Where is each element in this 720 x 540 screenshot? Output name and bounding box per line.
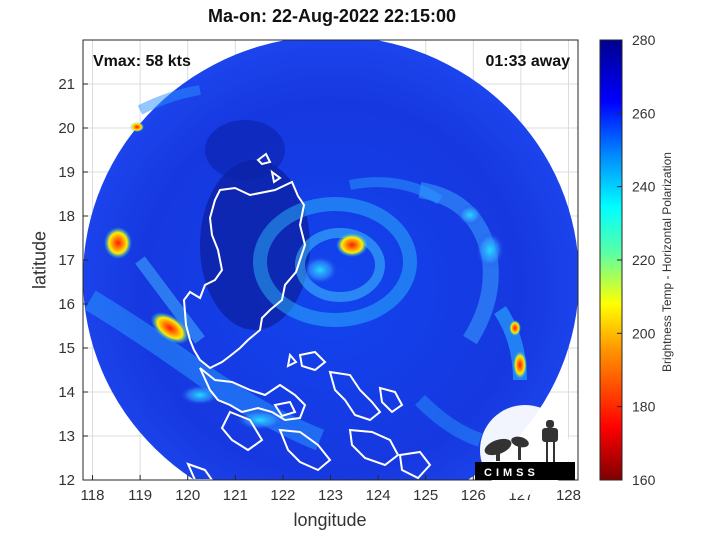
colorbar-tick-label: 180 [632, 399, 656, 415]
y-tick-label: 15 [58, 340, 75, 357]
y-axis-label: latitude [29, 230, 50, 290]
y-tick-label: 21 [58, 76, 75, 93]
colorbar-tick-label: 160 [632, 472, 656, 488]
y-axis-ticks: 12 13 14 15 16 17 18 19 20 21 [58, 76, 88, 489]
time-away-label: 01:33 away [485, 53, 570, 70]
x-tick-label: 124 [366, 487, 391, 504]
colorbar-tick-label: 240 [632, 179, 656, 195]
y-tick-label: 19 [58, 164, 75, 181]
colorbar-tick-label: 280 [632, 32, 656, 48]
x-tick-label: 120 [175, 487, 200, 504]
coastline [182, 152, 432, 480]
x-tick-label: 125 [413, 487, 438, 504]
y-tick-label: 18 [58, 208, 75, 225]
cimss-logo: CIMSS [475, 405, 575, 495]
x-tick-label: 118 [81, 487, 105, 504]
x-tick-label: 121 [223, 487, 248, 504]
y-tick-label: 12 [58, 472, 75, 489]
page-title: Ma-on: 22-Aug-2022 22:15:00 [207, 6, 457, 26]
colorbar-ticks: 160 180 200 220 240 260 280 [617, 32, 656, 488]
x-axis-ticks: 118 119 120 121 122 123 124 125 126 127 128 [81, 475, 581, 504]
y-tick-label: 20 [58, 120, 75, 137]
x-tick-label: 119 [128, 487, 152, 504]
colorbar-label: Brightness Temp - Horizontal Polarizatio… [660, 152, 674, 372]
x-tick-label: 122 [270, 487, 295, 504]
y-tick-label: 13 [58, 428, 75, 445]
x-tick-label: 128 [556, 487, 581, 504]
x-tick-label: 123 [318, 487, 343, 504]
vmax-label: Vmax: 58 kts [93, 53, 191, 70]
colorbar-tick-label: 220 [632, 252, 656, 268]
colorbar-tick-label: 200 [632, 325, 656, 341]
x-tick-label: 126 [461, 487, 486, 504]
x-axis-label: longitude [293, 510, 367, 530]
y-tick-label: 16 [58, 296, 75, 313]
microwave-swath [83, 40, 578, 480]
y-tick-label: 17 [58, 252, 75, 269]
y-tick-label: 14 [58, 384, 75, 401]
colorbar-tick-label: 260 [632, 105, 656, 121]
logo-text: CIMSS [484, 467, 539, 479]
